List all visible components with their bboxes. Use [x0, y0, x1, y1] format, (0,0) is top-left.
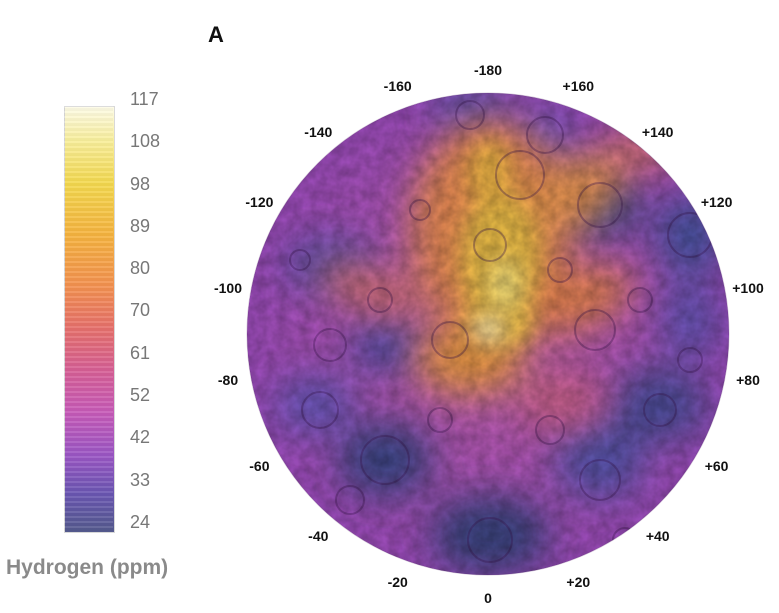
longitude-label: +20: [566, 574, 591, 591]
colorbar-tick: 61: [130, 343, 151, 363]
colorbar-tick: 24: [130, 512, 151, 532]
longitude-label: -20: [387, 574, 408, 591]
colorbar-tick: 52: [130, 385, 151, 405]
longitude-label: +80: [736, 371, 760, 388]
longitude-label: +40: [645, 528, 670, 545]
colorbar-tick: 70: [130, 300, 151, 320]
longitude-label: -60: [249, 458, 270, 474]
longitude-label: -100: [213, 280, 243, 297]
colorbar-tick: 89: [130, 216, 151, 236]
longitude-label: -80: [217, 371, 239, 388]
map-border: [246, 92, 730, 576]
colorbar-tick: 42: [130, 427, 151, 447]
longitude-label: -40: [308, 528, 329, 545]
longitude-label: -140: [304, 123, 333, 140]
longitude-label: +120: [700, 194, 733, 210]
longitude-label: 0: [484, 590, 492, 606]
colorbar-tick: 80: [130, 258, 151, 278]
longitude-label: +140: [641, 123, 674, 140]
colorbar-tick: 117: [130, 89, 159, 109]
colorbar-tick: 98: [130, 174, 151, 194]
colorbar-tick: 108: [130, 131, 161, 151]
panel-label: A: [208, 22, 224, 47]
longitude-label: -160: [383, 77, 412, 94]
colorbar-title: Hydrogen (ppm): [6, 556, 169, 579]
longitude-label: -180: [473, 62, 503, 78]
surface-texture: [247, 93, 729, 575]
longitude-label: +60: [704, 458, 729, 474]
map-disk: [247, 93, 729, 575]
longitude-label: +100: [732, 280, 764, 297]
longitude-label: +160: [562, 77, 595, 94]
colorbar: [64, 106, 115, 533]
colorbar-stripes: [64, 106, 113, 531]
colorbar-tick: 33: [130, 470, 151, 490]
longitude-label: -120: [245, 194, 274, 210]
